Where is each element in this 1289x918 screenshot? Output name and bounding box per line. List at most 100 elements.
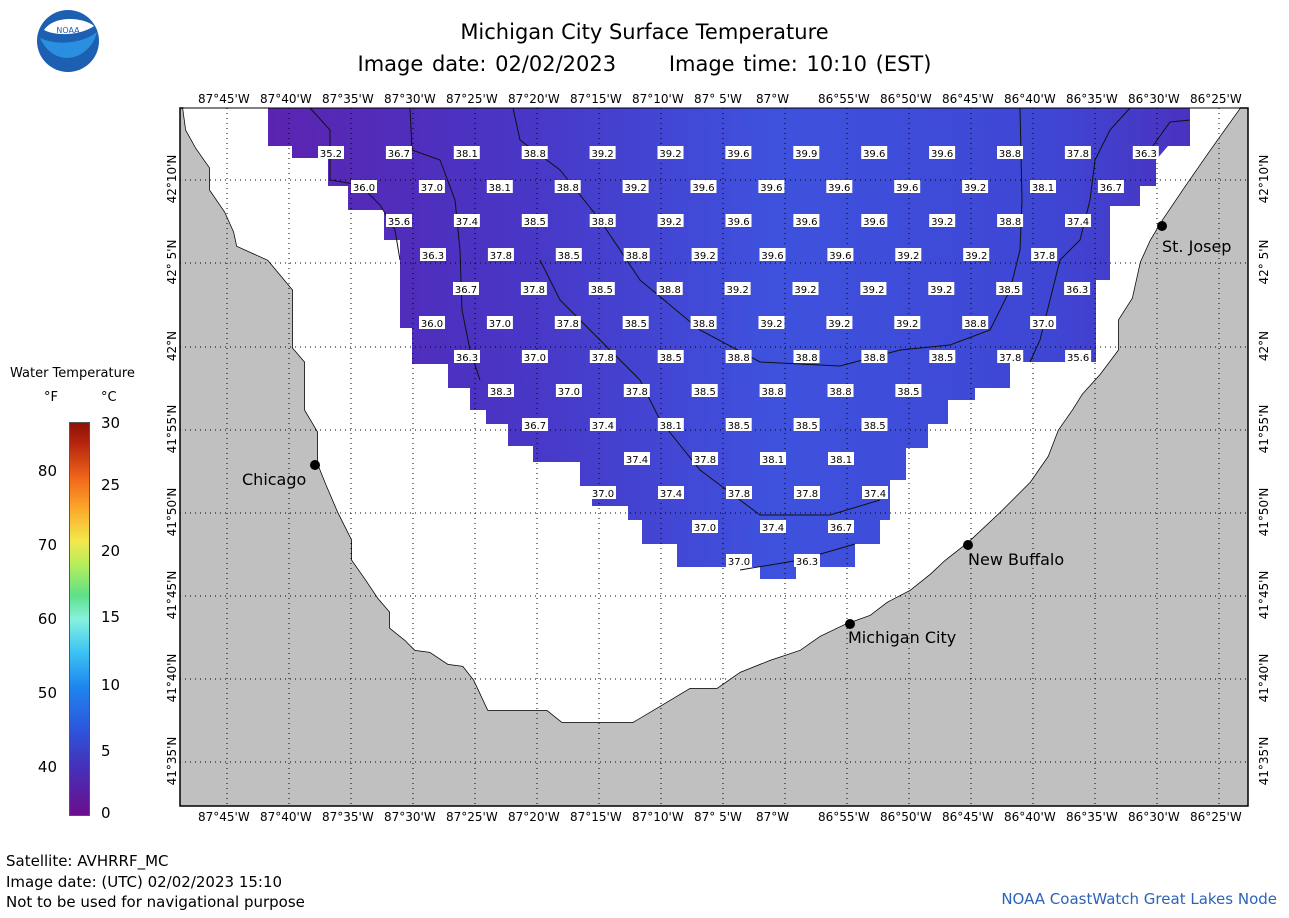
legend-c-tick: 5: [101, 742, 111, 760]
temperature-value: 37.4: [760, 520, 786, 534]
lon-label-bottom: 87°35'W: [322, 810, 374, 824]
svg-text:39.2: 39.2: [659, 217, 681, 228]
temperature-value: 37.8: [997, 350, 1024, 364]
lon-label-bottom: 86°30'W: [1128, 810, 1180, 824]
svg-text:36.7: 36.7: [830, 523, 852, 534]
temperature-value: 36.3: [794, 554, 820, 568]
temperature-value: 38.8: [759, 384, 786, 398]
svg-text:37.4: 37.4: [762, 523, 784, 534]
svg-text:36.3: 36.3: [422, 251, 444, 262]
svg-text:37.4: 37.4: [456, 217, 478, 228]
lon-label-bottom: 87°20'W: [508, 810, 560, 824]
temperature-value: 37.8: [487, 248, 514, 262]
temperature-value: 36.7: [522, 418, 548, 432]
lon-label-top: 87°35'W: [322, 92, 374, 106]
svg-text:36.3: 36.3: [456, 353, 478, 364]
temperature-value: 38.5: [725, 418, 752, 432]
svg-text:38.1: 38.1: [456, 149, 478, 160]
svg-text:38.3: 38.3: [490, 387, 512, 398]
lon-label-top: 87°45'W: [198, 92, 250, 106]
svg-text:38.5: 38.5: [863, 421, 885, 432]
credit-link[interactable]: NOAA CoastWatch Great Lakes Node: [1001, 890, 1277, 908]
svg-text:37.0: 37.0: [524, 353, 546, 364]
graticule: [180, 108, 1248, 806]
temperature-value: 38.8: [962, 316, 989, 330]
city-michigan-city: Michigan City: [845, 619, 956, 647]
svg-text:36.3: 36.3: [796, 557, 818, 568]
city-chicago: Chicago: [242, 460, 320, 489]
svg-text:37.0: 37.0: [728, 557, 750, 568]
svg-text:37.4: 37.4: [1067, 217, 1089, 228]
temperature-value: 36.7: [828, 520, 854, 534]
svg-text:35.6: 35.6: [388, 217, 410, 228]
svg-text:39.2: 39.2: [931, 217, 953, 228]
legend-c-tick: 0: [101, 804, 111, 822]
svg-text:35.2: 35.2: [320, 149, 342, 160]
svg-text:37.8: 37.8: [1033, 251, 1055, 262]
svg-text:36.7: 36.7: [1100, 183, 1122, 194]
lon-label-top: 87° 5'W: [694, 92, 742, 106]
temperature-value: 39.6: [827, 248, 854, 262]
temperature-value: 37.0: [521, 350, 548, 364]
temperature-value: 37.8: [692, 452, 718, 466]
temperature-value: 37.8: [1064, 146, 1091, 160]
lat-label-left: 41°50'N: [165, 487, 179, 537]
temperature-value: 39.2: [928, 282, 955, 296]
svg-text:37.8: 37.8: [728, 489, 750, 500]
svg-text:39.2: 39.2: [693, 251, 715, 262]
svg-text:37.8: 37.8: [796, 489, 818, 500]
svg-text:39.6: 39.6: [760, 183, 782, 194]
temperature-value: 39.2: [895, 248, 922, 262]
svg-text:38.1: 38.1: [489, 183, 511, 194]
svg-text:39.2: 39.2: [828, 319, 850, 330]
svg-text:37.8: 37.8: [523, 285, 545, 296]
map-title: Michigan City Surface Temperature: [460, 20, 829, 44]
temperature-value: 35.6: [1065, 350, 1092, 364]
temperature-value: 39.6: [725, 214, 752, 228]
temperature-value: 38.1: [760, 452, 786, 466]
temperature-value: 38.5: [622, 316, 649, 330]
temperature-value: 37.4: [453, 214, 480, 228]
legend-colorbar: [69, 422, 90, 816]
footer-satellite: Satellite: AVHRRF_MC: [6, 852, 169, 870]
svg-text:38.8: 38.8: [795, 353, 817, 364]
temperature-value: 39.2: [622, 180, 649, 194]
temperature-value: 37.0: [486, 316, 513, 330]
svg-text:38.8: 38.8: [727, 353, 749, 364]
temperature-value: 39.2: [860, 282, 887, 296]
temperature-value: 39.2: [929, 214, 956, 228]
temperature-value: 39.6: [894, 180, 921, 194]
temperature-value: 37.4: [624, 452, 650, 466]
temperature-value: 39.2: [758, 316, 785, 330]
svg-text:38.8: 38.8: [592, 217, 614, 228]
svg-text:37.8: 37.8: [557, 319, 579, 330]
temperature-value: 39.2: [894, 316, 921, 330]
temperature-value: 39.9: [793, 146, 820, 160]
temperature-value: 37.4: [589, 418, 616, 432]
temperature-value: 39.2: [962, 180, 989, 194]
svg-text:39.6: 39.6: [692, 183, 714, 194]
temperature-value: 38.8: [589, 214, 616, 228]
svg-text:37.0: 37.0: [421, 183, 443, 194]
svg-text:38.5: 38.5: [694, 387, 716, 398]
temperature-value: 38.8: [725, 350, 752, 364]
svg-text:38.8: 38.8: [964, 319, 986, 330]
temperature-value: 39.6: [725, 146, 752, 160]
temperature-value: 38.5: [996, 282, 1023, 296]
svg-text:38.8: 38.8: [659, 285, 681, 296]
lon-label-top: 87°25'W: [446, 92, 498, 106]
svg-text:38.5: 38.5: [728, 421, 750, 432]
svg-text:39.2: 39.2: [794, 285, 816, 296]
temperature-value: 38.8: [861, 350, 888, 364]
lon-label-bottom: 86°45'W: [942, 810, 994, 824]
temperature-value: 36.3: [420, 248, 446, 262]
svg-text:39.6: 39.6: [931, 149, 953, 160]
svg-text:37.8: 37.8: [694, 455, 716, 466]
temperature-value: 37.0: [692, 520, 718, 534]
lon-label-top: 87°15'W: [570, 92, 622, 106]
svg-text:36.7: 36.7: [524, 421, 546, 432]
svg-text:38.5: 38.5: [591, 285, 613, 296]
temperature-value: 36.3: [1064, 282, 1091, 296]
temperature-value: 37.0: [726, 554, 752, 568]
temperature-value: 38.8: [554, 180, 581, 194]
